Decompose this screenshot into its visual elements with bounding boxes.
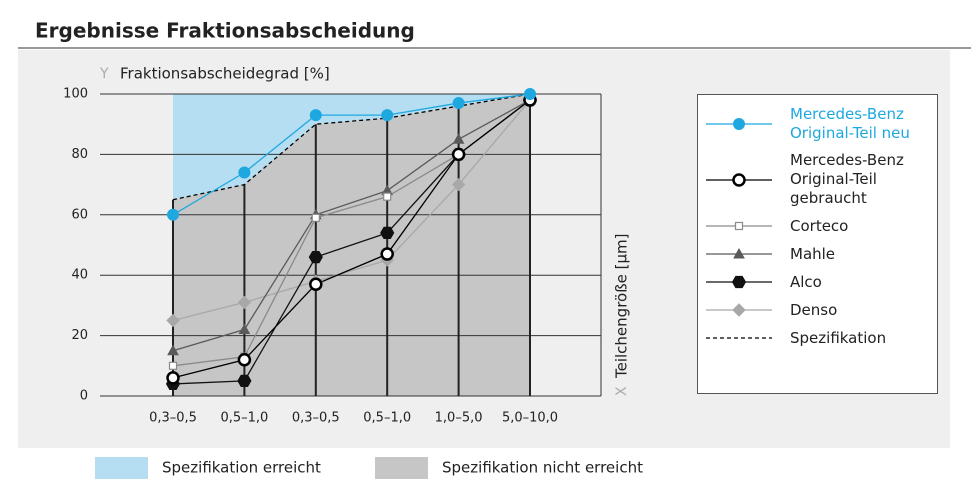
legend-label: Denso <box>790 300 838 319</box>
legend-entry: Mahle <box>698 244 937 264</box>
legend-swatch <box>706 172 772 187</box>
y-tick-label: 60 <box>71 207 88 222</box>
legend-entry: Corteco <box>698 216 937 236</box>
legend-swatch <box>706 118 772 130</box>
marker <box>731 275 747 289</box>
area-legend-swatch <box>95 457 148 479</box>
chart-title: Ergebnisse Fraktionsabscheidung <box>35 19 415 43</box>
x-axis-label: Teilchengröße [µm] <box>613 233 631 379</box>
legend-label: Mercedes-Benz Original-Teil neu <box>790 105 910 142</box>
marker <box>734 221 744 231</box>
marker <box>452 97 465 110</box>
x-tick-label: 0,3–0,5 <box>149 411 197 426</box>
marker <box>237 353 252 367</box>
marker <box>238 166 251 179</box>
area-legend-label: Spezifikation nicht erreicht <box>442 459 643 477</box>
y-axis-label: Fraktionsabscheidegrad [%] <box>120 65 330 83</box>
marker <box>308 250 323 264</box>
legend-swatch <box>706 275 772 289</box>
x-tick-label: 5,0–10,0 <box>502 411 558 426</box>
marker <box>167 208 179 221</box>
marker <box>238 323 251 335</box>
marker <box>732 172 746 187</box>
legend-swatch <box>706 247 772 259</box>
marker <box>168 361 178 370</box>
marker <box>451 177 466 192</box>
y-axis-prefix: Y <box>99 66 109 82</box>
marker <box>311 213 320 222</box>
series-line <box>172 93 531 201</box>
legend-entry: Denso <box>698 300 937 320</box>
series-line <box>172 99 531 322</box>
x-tick-label: 0,5–1,0 <box>220 411 268 426</box>
marker <box>733 118 745 130</box>
x-tick-label: 1,0–5,0 <box>435 411 483 426</box>
y-tick-label: 20 <box>71 328 88 343</box>
marker <box>309 109 322 122</box>
legend-swatch <box>706 303 772 317</box>
series-line <box>172 99 531 379</box>
legend-entry: Spezifikation <box>698 328 937 348</box>
marker <box>237 374 252 388</box>
x-tick-label: 0,5–1,0 <box>363 411 411 426</box>
legend-label: Mercedes-Benz Original-Teil gebraucht <box>790 151 904 207</box>
area-legend-swatch <box>375 457 428 479</box>
y-tick-label: 0 <box>80 389 88 404</box>
legend-label: Spezifikation <box>790 328 887 347</box>
legend-swatch <box>706 221 772 231</box>
marker <box>381 109 394 122</box>
marker <box>732 303 746 317</box>
legend-entry: Mercedes-Benz Original-Teil neu <box>698 105 937 143</box>
legend: Mercedes-Benz Original-Teil neu Mercedes-… <box>697 94 938 394</box>
marker <box>309 277 323 292</box>
marker <box>733 247 745 259</box>
area-legend-label: Spezifikation erreicht <box>162 459 321 477</box>
marker <box>380 247 394 261</box>
area-reached <box>173 94 530 200</box>
marker <box>451 147 466 162</box>
y-tick-label: 80 <box>71 147 88 162</box>
series-line <box>172 99 531 352</box>
marker <box>383 192 392 201</box>
legend-label: Alco <box>790 272 822 291</box>
marker <box>524 88 536 100</box>
legend-entry: Alco <box>698 272 937 292</box>
marker <box>237 295 252 310</box>
y-tick-label: 40 <box>71 268 88 283</box>
marker <box>166 313 180 328</box>
y-tick-label: 100 <box>63 87 88 102</box>
legend-label: Corteco <box>790 216 849 235</box>
marker <box>167 344 179 356</box>
legend-entry: Mercedes-Benz Original-Teil gebraucht <box>698 151 937 208</box>
marker <box>452 133 465 144</box>
marker <box>380 226 395 240</box>
x-tick-label: 0,3–0,5 <box>292 411 340 426</box>
legend-swatch <box>706 337 772 339</box>
series-line <box>172 93 531 216</box>
legend-label: Mahle <box>790 244 836 263</box>
x-axis-prefix: X <box>614 386 630 396</box>
marker <box>166 371 180 385</box>
